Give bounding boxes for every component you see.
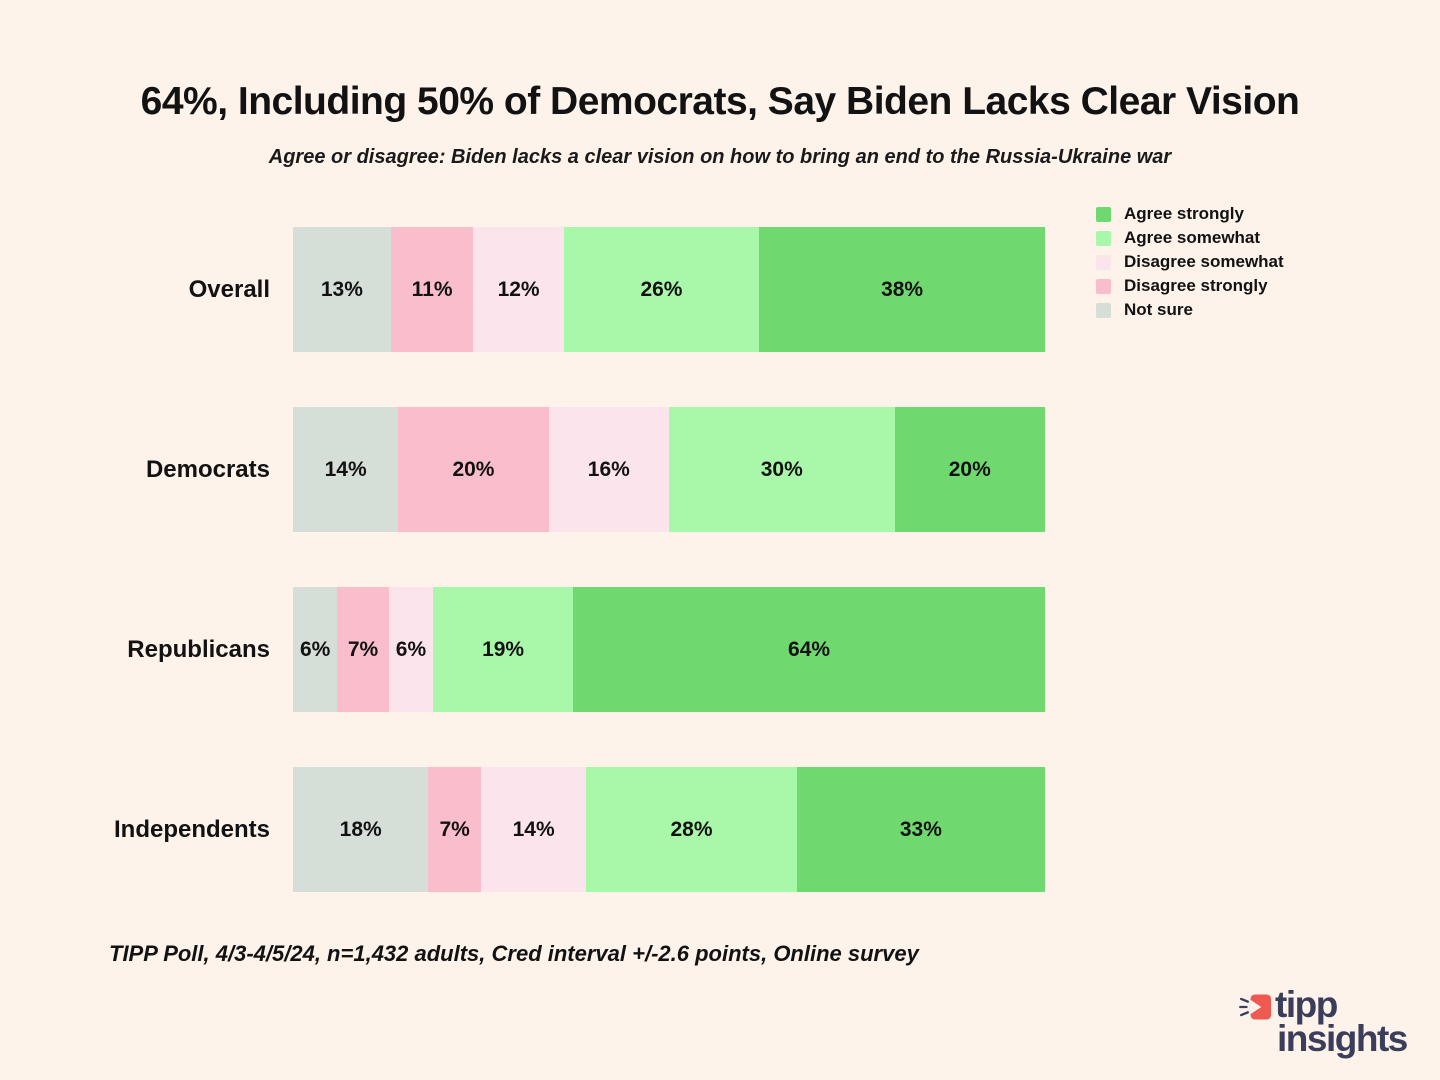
category-label: Republicans xyxy=(127,635,270,663)
segment-value-label: 64% xyxy=(788,637,831,661)
bar-segment: 14% xyxy=(480,767,587,892)
bar-segment: 38% xyxy=(759,227,1045,352)
legend-label: Disagree strongly xyxy=(1124,276,1268,295)
bar-segment: 18% xyxy=(293,767,429,892)
bar-segment: 12% xyxy=(473,227,564,352)
legend-label: Agree somewhat xyxy=(1124,228,1261,247)
bar-segment: 64% xyxy=(573,587,1045,712)
legend-item: Agree somewhat xyxy=(1096,226,1284,250)
segment-value-label: 6% xyxy=(299,637,331,661)
segment-value-label: 6% xyxy=(395,637,427,661)
category-label: Overall xyxy=(188,275,270,303)
source-footnote: TIPP Poll, 4/3-4/5/24, n=1,432 adults, C… xyxy=(109,941,919,966)
bar-segment: 30% xyxy=(668,407,895,532)
segment-value-label: 11% xyxy=(411,277,453,301)
bar-segment: 14% xyxy=(293,407,399,532)
legend-label: Agree strongly xyxy=(1124,204,1244,223)
category-label: Democrats xyxy=(145,455,270,483)
category-label: Independents xyxy=(113,815,270,843)
segment-value-label: 14% xyxy=(324,457,367,481)
segment-value-label: 14% xyxy=(512,817,555,841)
bar-segment: 20% xyxy=(894,407,1045,532)
legend-item: Not sure xyxy=(1096,298,1284,322)
page-title: 64%, Including 50% of Democrats, Say Bid… xyxy=(140,80,1300,123)
tipp-logo-icon xyxy=(1239,994,1272,1020)
bar-segment: 11% xyxy=(390,227,474,352)
bar-segment: 19% xyxy=(433,587,574,712)
page-subtitle: Agree or disagree: Biden lacks a clear v… xyxy=(268,146,1172,168)
legend-swatch-icon xyxy=(1096,278,1111,294)
segment-value-label: 18% xyxy=(339,817,382,841)
logo-word-tipp: tipp xyxy=(1275,984,1338,1025)
legend-swatch-icon xyxy=(1096,254,1111,270)
segment-value-label: 20% xyxy=(452,457,495,481)
chart-row-democrats: Democrats 14% 20% 16% 30% 20% xyxy=(0,407,1045,532)
segment-value-label: 26% xyxy=(640,277,683,301)
legend-swatch-icon xyxy=(1096,230,1111,246)
bar-segment: 6% xyxy=(293,587,338,712)
legend-swatch-icon xyxy=(1096,302,1111,318)
segment-value-label: 19% xyxy=(482,637,525,661)
bar-segment: 33% xyxy=(796,767,1045,892)
segment-value-label: 16% xyxy=(587,457,630,481)
stacked-bar: 14% 20% 16% 30% 20% xyxy=(293,407,1045,532)
legend-item: Disagree somewhat xyxy=(1096,250,1284,274)
legend-item: Agree strongly xyxy=(1096,202,1284,226)
legend-swatch-icon xyxy=(1096,206,1111,222)
bar-segment: 20% xyxy=(398,407,549,532)
legend-label: Not sure xyxy=(1124,300,1193,319)
bar-segment: 6% xyxy=(388,587,434,712)
chart-row-republicans: Republicans 6% 7% 6% 19% 64% xyxy=(0,587,1045,712)
segment-value-label: 12% xyxy=(497,277,540,301)
bar-segment: 16% xyxy=(548,407,669,532)
legend-label: Disagree somewhat xyxy=(1124,252,1284,271)
segment-value-label: 20% xyxy=(948,457,991,481)
tipp-logo-text: tipp insights xyxy=(1275,984,1408,1060)
bar-segment: 7% xyxy=(337,587,389,712)
stacked-bar: 6% 7% 6% 19% 64% xyxy=(293,587,1045,712)
stacked-bar: 18% 7% 14% 28% 33% xyxy=(293,767,1045,892)
chart-row-independents: Independents 18% 7% 14% 28% 33% xyxy=(0,767,1045,892)
legend-item: Disagree strongly xyxy=(1096,274,1284,298)
bar-segment: 13% xyxy=(293,227,391,352)
bar-segment: 28% xyxy=(586,767,797,892)
segment-value-label: 33% xyxy=(899,817,942,841)
segment-value-label: 7% xyxy=(439,817,470,841)
tipp-insights-logo: tipp insights xyxy=(1238,984,1408,1060)
bar-segment: 26% xyxy=(563,227,760,352)
chart-legend: Agree strongly Agree somewhat Disagree som… xyxy=(1096,202,1284,322)
logo-word-insights: insights xyxy=(1277,1018,1408,1060)
chart-row-overall: Overall 13% 11% 12% 26% 38% xyxy=(0,227,1045,352)
segment-value-label: 7% xyxy=(347,637,379,661)
segment-value-label: 38% xyxy=(881,277,924,301)
segment-value-label: 30% xyxy=(760,457,803,481)
bar-segment: 7% xyxy=(428,767,481,892)
segment-value-label: 13% xyxy=(320,277,363,301)
segment-value-label: 28% xyxy=(670,817,713,841)
stacked-bar: 13% 11% 12% 26% 38% xyxy=(293,227,1045,352)
